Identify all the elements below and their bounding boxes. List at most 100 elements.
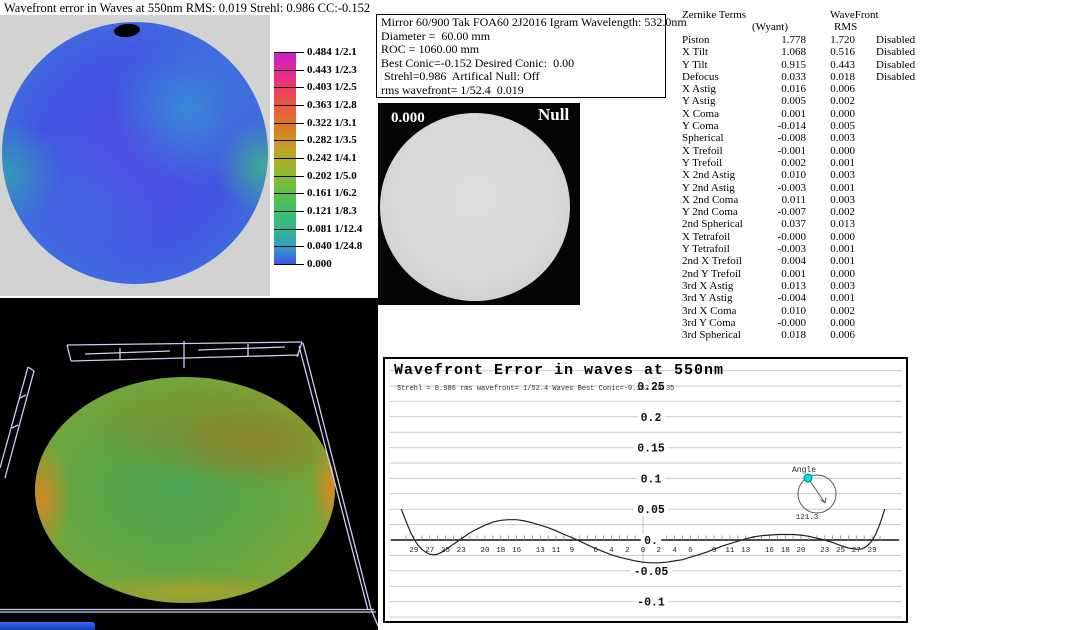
zernike-cell-v1: 0.001 [781, 267, 806, 280]
legend-label: 0.242 1/4.1 [307, 152, 357, 164]
zernike-cell-v2: 0.006 [830, 83, 855, 96]
zernike-cell-v2: 0.000 [830, 230, 855, 243]
zernike-row: X Tetrafoil -0.000 0.000 [682, 231, 927, 243]
zernike-cell-name: 2nd X Trefoil [682, 255, 742, 268]
y-tick-label: 0. [644, 535, 658, 548]
profile-chart-subtitle: Strehl = 0.986 rms wavefront= 1/52.4 Wav… [397, 385, 675, 393]
x-tick-label: 16 [765, 547, 775, 555]
zernike-cell-v1: 0.004 [781, 255, 806, 268]
zernike-cell-v2: 0.001 [830, 292, 855, 305]
legend-tick [274, 246, 304, 248]
wireframe-axes [0, 341, 378, 627]
profile-chart-svg: 29 27 25 23 20 18 16 13 11 9 6 4 2 0 2 4 6 9 11 13 16 18 20 23 2… [389, 370, 902, 618]
zernike-cell-v2: 0.013 [830, 218, 855, 231]
zernike-cell-v1: 0.037 [781, 218, 806, 231]
info-line: Strehl=0.986 Artifical Null: Off [381, 69, 540, 84]
x-tick-label: 18 [781, 547, 790, 555]
zernike-cell-v1: -0.003 [777, 181, 806, 194]
zernike-cell-name: 2nd Spherical [682, 218, 743, 231]
angle-widget[interactable]: Angle 121.3 [792, 466, 837, 522]
zernike-cell-v2: 0.003 [830, 132, 855, 145]
x-tick-label: 11 [552, 547, 562, 555]
x-tick-label: 11 [725, 547, 735, 555]
zernike-row: 3rd X Coma 0.010 0.002 [682, 305, 927, 317]
zernike-cell-name: Defocus [682, 70, 719, 83]
zernike-cell-v2: 0.516 [830, 46, 855, 59]
info-line: Best Conic=-0.152 Desired Conic: 0.00 [381, 55, 575, 70]
angle-value: 121.3 [796, 514, 819, 522]
legend-tick [274, 105, 304, 106]
legend-label: 0.484 1/2.1 [307, 46, 357, 58]
zernike-cell-v2: 0.000 [830, 316, 855, 329]
y-tick-label: 0.15 [637, 443, 665, 456]
x-tick-label: 23 [820, 547, 830, 555]
zernike-cell-name: X 2nd Coma [682, 193, 739, 206]
zernike-row: Y Tetrafoil -0.003 0.001 [682, 243, 927, 255]
zernike-cell-v2: 0.003 [830, 169, 855, 182]
zernike-cell-status: Disabled [876, 58, 916, 71]
zernike-cell-name: X 2nd Astig [682, 169, 736, 182]
x-tick-label: 27 [852, 547, 861, 555]
zernike-cell-name: Y 2nd Astig [682, 181, 735, 194]
zernike-cell-status: Disabled [876, 34, 916, 46]
info-line: Mirror 60/900 Tak FOA60 2J2016 Igram Wav… [381, 15, 687, 29]
zernike-row: Piston 1.778 1.720 Disabled [682, 34, 927, 46]
x-tick-label: 4 [609, 547, 614, 555]
legend-label: 0.202 1/5.0 [307, 169, 357, 182]
zernike-rows: Piston 1.778 1.720 Disabled X Tilt 1.068 0.516… [682, 34, 927, 341]
zernike-cell-v2: 0.000 [830, 144, 855, 157]
zernike-row: Y 2nd Astig -0.003 0.001 [682, 182, 927, 194]
profile-curve [400, 508, 886, 564]
zernike-cell-name: Y Coma [682, 120, 719, 133]
zernike-cell-v1: 0.018 [781, 329, 806, 342]
zernike-cell-status: Disabled [876, 70, 916, 83]
info-line: Diameter = 60.00 mm [381, 28, 491, 43]
zernike-cell-v2: 0.003 [830, 279, 855, 292]
zernike-row: X Tilt 1.068 0.516 Disabled [682, 46, 927, 58]
zernike-row: Y Tilt 0.915 0.443 Disabled [682, 59, 927, 71]
zernike-row: X Trefoil -0.001 0.000 [682, 145, 927, 157]
y-tick-label-bg [633, 595, 669, 609]
zernike-cell-v2: 0.000 [830, 267, 855, 280]
zernike-cell-name: 3rd X Astig [682, 279, 734, 292]
zernike-table: Zernike Terms WaveFront (Wyant) RMS Pist… [682, 9, 927, 341]
zernike-cell-v1: 0.001 [781, 107, 806, 120]
zernike-cell-v1: 0.033 [781, 70, 806, 83]
zernike-cell-v1: 1.068 [781, 46, 806, 59]
legend-label: 0.161 1/6.2 [307, 187, 357, 200]
zernike-cell-v1: 0.010 [781, 304, 806, 317]
interferogram-zero-label: 0.000 [391, 110, 425, 126]
surface-3d-panel [0, 298, 378, 630]
x-tick-label: 18 [496, 547, 505, 555]
zernike-cell-v1: 0.915 [781, 58, 806, 71]
legend-label: 0.040 1/24.8 [307, 240, 363, 253]
zernike-cell-v1: 0.013 [781, 279, 806, 292]
x-tick-label: 20 [480, 547, 490, 555]
zernike-col-wavefront: WaveFront [830, 9, 879, 21]
taskbar-fragment[interactable] [0, 622, 95, 630]
legend-tick [274, 264, 304, 265]
x-tick-label: 6 [593, 547, 598, 555]
legend-tick [274, 87, 304, 89]
angle-circle[interactable] [797, 474, 837, 514]
legend-tick [274, 69, 304, 71]
y-tick-label-bg [630, 564, 672, 578]
zernike-col-wyant: (Wyant) [752, 21, 788, 33]
zernike-cell-name: X Trefoil [682, 144, 723, 157]
y-tick-label: -0.05 [634, 566, 669, 579]
zernike-cell-v1: -0.007 [777, 206, 806, 219]
zernike-cell-v2: 0.443 [830, 58, 855, 71]
zernike-row: 3rd Y Coma -0.000 0.000 [682, 317, 927, 329]
zernike-cell-v1: -0.003 [777, 243, 806, 256]
legend-label: 0.363 1/2.8 [307, 99, 357, 111]
zernike-cell-name: 3rd Y Coma [682, 316, 736, 329]
zernike-row: X Astig 0.016 0.006 [682, 83, 927, 95]
legend-tick [274, 158, 304, 159]
legend-tick [274, 211, 304, 212]
y-tick-label-bg [633, 441, 669, 455]
x-tick-label: 20 [796, 547, 806, 555]
angle-handle-dot[interactable] [803, 473, 813, 483]
zernike-row: X 2nd Astig 0.010 0.003 [682, 169, 927, 181]
zernike-cell-name: X Tetrafoil [682, 230, 731, 243]
angle-label: Angle [792, 466, 816, 475]
